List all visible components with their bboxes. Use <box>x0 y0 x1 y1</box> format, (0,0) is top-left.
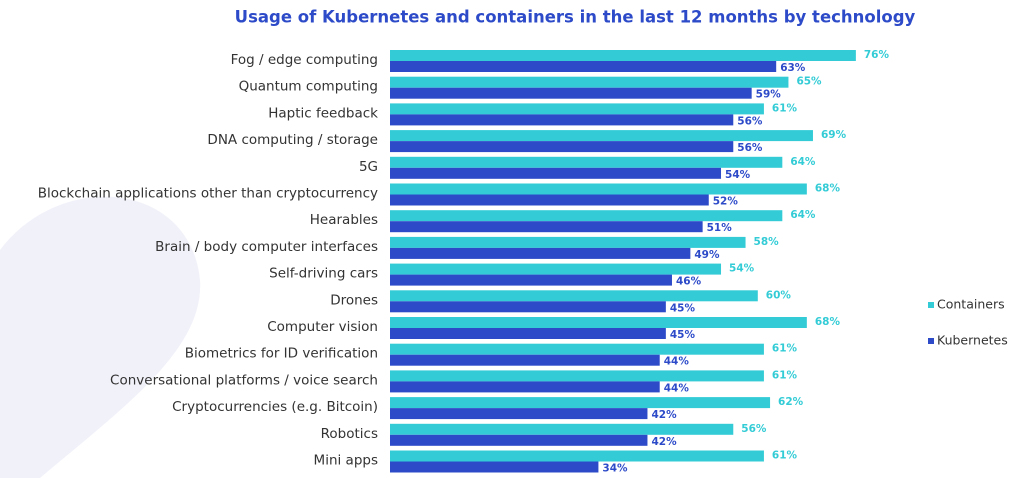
bar <box>390 397 771 409</box>
value-label: 44% <box>664 356 690 368</box>
bar <box>390 103 764 115</box>
value-label: 54% <box>725 169 751 181</box>
value-label: 65% <box>796 76 822 88</box>
category-label: Quantum computing <box>239 79 378 95</box>
bar <box>390 317 807 328</box>
category-label: Self-driving cars <box>269 266 378 282</box>
bar <box>390 61 777 72</box>
bar <box>390 236 746 248</box>
bar <box>390 328 666 339</box>
value-label: 69% <box>821 129 847 141</box>
value-label: 61% <box>772 343 798 355</box>
value-label: 56% <box>737 115 763 127</box>
value-label: 45% <box>670 329 696 341</box>
bar <box>390 156 783 168</box>
category-label: Robotics <box>321 426 378 442</box>
value-label: 44% <box>664 382 690 394</box>
bar <box>390 50 856 61</box>
background-decoration <box>0 196 201 478</box>
category-label: Fog / edge computing <box>231 52 378 68</box>
legend-label: Containers <box>937 297 1005 312</box>
legend-label: Kubernetes <box>937 333 1008 348</box>
value-label: 61% <box>772 369 798 381</box>
bar <box>390 370 764 382</box>
legend-swatch <box>928 302 934 308</box>
value-label: 46% <box>676 276 702 288</box>
value-label: 63% <box>780 62 806 74</box>
value-label: 42% <box>651 409 677 421</box>
value-label: 58% <box>754 236 780 248</box>
bar <box>390 141 734 153</box>
category-label: 5G <box>359 159 378 175</box>
bar <box>390 210 783 222</box>
value-label: 56% <box>741 423 767 435</box>
bar <box>390 183 807 195</box>
bar <box>390 343 764 355</box>
value-label: 76% <box>864 49 890 61</box>
category-label: Mini apps <box>314 453 378 469</box>
category-label: Conversational platforms / voice search <box>110 372 378 388</box>
bar <box>390 423 734 435</box>
category-label: Computer vision <box>267 319 378 335</box>
value-label: 62% <box>778 396 804 408</box>
bar <box>390 301 666 313</box>
value-label: 68% <box>815 316 841 328</box>
bar <box>390 381 660 393</box>
value-label: 64% <box>790 209 816 221</box>
bar <box>390 290 758 302</box>
legend-swatch <box>928 338 934 344</box>
bar <box>390 194 709 206</box>
bar <box>390 354 660 366</box>
category-label: DNA computing / storage <box>207 132 378 148</box>
value-label: 45% <box>670 302 696 314</box>
value-label: 59% <box>756 89 782 101</box>
value-label: 68% <box>815 183 841 195</box>
value-label: 51% <box>707 222 733 234</box>
value-label: 54% <box>729 263 755 275</box>
value-label: 60% <box>766 289 792 301</box>
category-label: Drones <box>330 292 378 308</box>
value-label: 52% <box>713 196 739 208</box>
category-label: Haptic feedback <box>268 105 378 121</box>
category-label: Hearables <box>310 212 378 228</box>
category-label: Blockchain applications other than crypt… <box>38 186 378 202</box>
bar <box>390 221 703 233</box>
value-label: 56% <box>737 142 763 154</box>
bar <box>390 76 789 88</box>
bar <box>390 167 722 179</box>
value-label: 49% <box>694 249 720 261</box>
bar <box>390 87 752 99</box>
bar <box>390 450 764 462</box>
bar <box>390 247 691 259</box>
bar <box>390 130 813 142</box>
value-label: 61% <box>772 450 798 462</box>
value-label: 42% <box>651 436 677 448</box>
bar <box>390 408 648 420</box>
value-label: 61% <box>772 102 798 114</box>
category-label: Biometrics for ID verification <box>185 346 378 362</box>
value-label: 34% <box>602 463 628 475</box>
chart-title: Usage of Kubernetes and containers in th… <box>235 8 916 27</box>
value-label: 64% <box>790 156 816 168</box>
bar <box>390 434 648 446</box>
category-label: Brain / body computer interfaces <box>155 239 378 255</box>
bar <box>390 263 722 275</box>
bar <box>390 274 672 286</box>
bar <box>390 114 734 126</box>
bar <box>390 461 599 473</box>
category-label: Cryptocurrencies (e.g. Bitcoin) <box>172 399 378 415</box>
